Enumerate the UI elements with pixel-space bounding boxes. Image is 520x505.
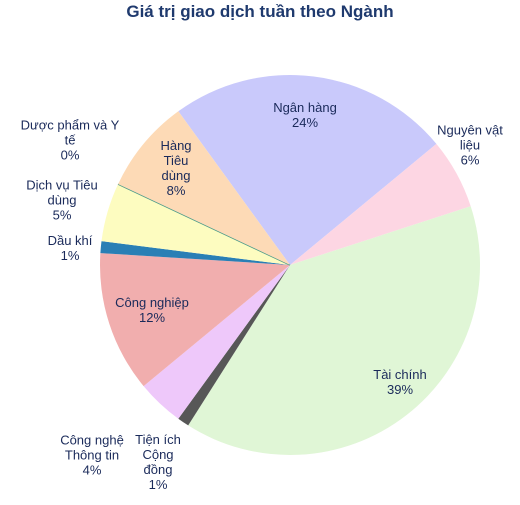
value-label: 0% bbox=[60, 147, 80, 163]
value-label: 8% bbox=[166, 183, 186, 198]
value-label: 5% bbox=[52, 207, 72, 223]
slice-label: Hàng Tiêu dùng 8% bbox=[156, 138, 196, 198]
category-label: Hàng Tiêu dùng bbox=[160, 138, 192, 183]
pie-slice bbox=[178, 265, 290, 426]
category-label: Công nghệ Thông tin bbox=[60, 432, 124, 463]
slice-label: Dược phẩm và Y tế 0% bbox=[20, 118, 120, 163]
value-label: 39% bbox=[386, 382, 414, 397]
pie-slice bbox=[101, 184, 291, 265]
pie-slice bbox=[100, 253, 290, 387]
slice-label: Dầu khí 1% bbox=[40, 233, 100, 263]
pie-slice bbox=[100, 241, 290, 265]
value-label: 6% bbox=[460, 152, 480, 168]
category-label: Công nghiệp bbox=[115, 295, 189, 310]
category-label: Tiện ích Cộng đồng bbox=[135, 432, 181, 477]
pie-slice bbox=[143, 265, 290, 419]
category-label: Tài chính bbox=[373, 367, 427, 382]
value-label: 4% bbox=[82, 462, 102, 478]
pie-slice bbox=[290, 143, 471, 265]
slice-label: Ngân hàng 24% bbox=[260, 100, 350, 130]
slice-label: Dịch vụ Tiêu dùng 5% bbox=[12, 178, 112, 223]
category-label: Nguyên vật liệu bbox=[437, 122, 503, 153]
category-label: Dịch vụ Tiêu dùng bbox=[26, 177, 98, 208]
slice-label: Công nghiệp 12% bbox=[102, 295, 202, 325]
slice-label: Công nghệ Thông tin 4% bbox=[52, 433, 132, 478]
category-label: Ngân hàng bbox=[273, 100, 337, 115]
pie-slice bbox=[178, 74, 437, 265]
slice-label: Tài chính 39% bbox=[360, 367, 440, 397]
pie-slice bbox=[118, 111, 291, 265]
value-label: 24% bbox=[291, 115, 319, 130]
chart-title: Giá trị giao dịch tuần theo Ngành bbox=[126, 2, 394, 21]
pie-slice bbox=[188, 206, 480, 455]
slice-label: Nguyên vật liệu 6% bbox=[430, 123, 510, 168]
value-label: 1% bbox=[148, 477, 168, 492]
value-label: 1% bbox=[60, 248, 80, 263]
slice-label: Tiện ích Cộng đồng 1% bbox=[128, 432, 188, 492]
value-label: 12% bbox=[138, 310, 166, 325]
category-label: Dầu khí bbox=[47, 233, 93, 248]
category-label: Dược phẩm và Y tế bbox=[20, 117, 120, 148]
